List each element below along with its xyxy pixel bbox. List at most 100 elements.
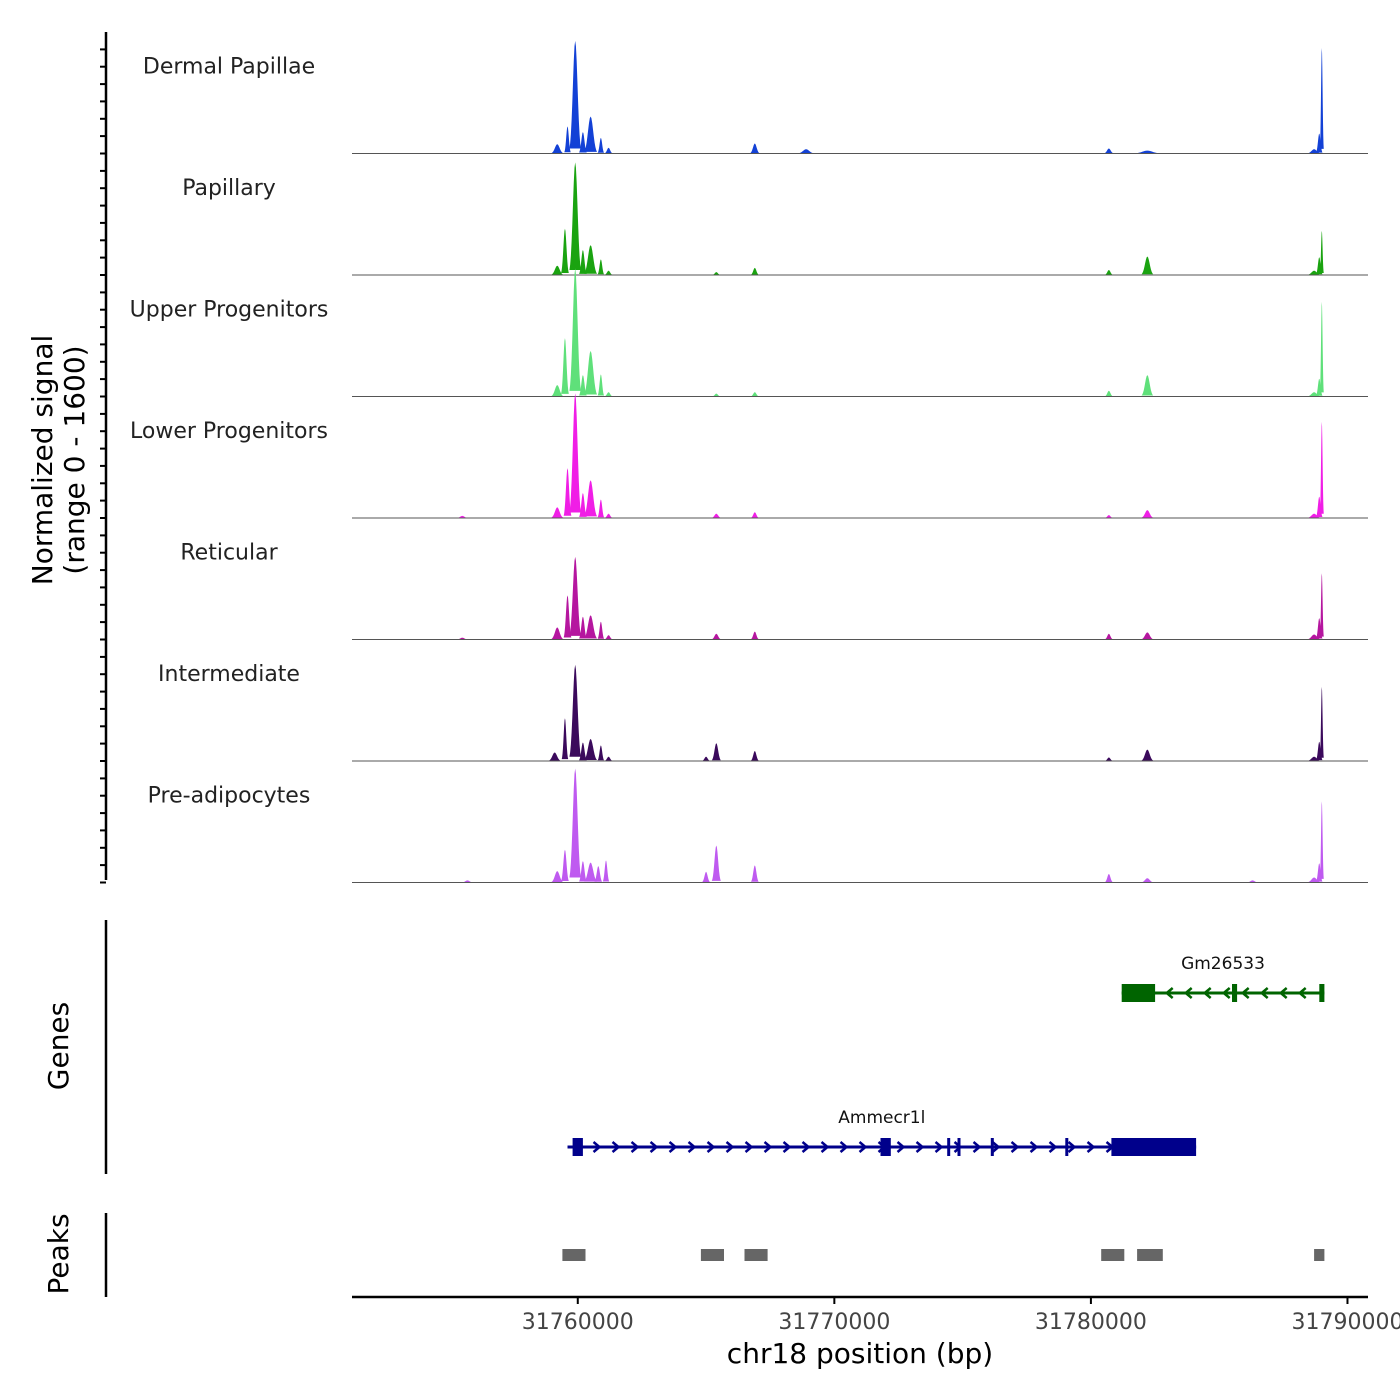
signal-peak-upper-progenitors-2: [569, 268, 581, 391]
signal-peak-pre-adipocytes-2: [561, 849, 569, 882]
x-tick-label: 31780000: [1035, 1310, 1147, 1335]
signal-peak-dermal-papillae-2: [569, 40, 581, 149]
strand-arrow-gm26533: [1164, 987, 1174, 999]
strand-arrow-gm26533: [1240, 987, 1250, 999]
signal-peak-intermediate-0: [548, 752, 561, 761]
track-label-papillary: Papillary: [182, 176, 276, 201]
track-label-pre-adipocytes: Pre-adipocytes: [148, 784, 311, 809]
genes-panel: Gm26533 Ammecr1l: [104, 920, 1325, 1174]
x-tick-label: 31770000: [778, 1310, 890, 1335]
genes-axis-title: Genes: [42, 1002, 75, 1090]
signal-peak-lower-progenitors-7: [604, 513, 613, 518]
signal-peak-dermal-papillae-7: [750, 143, 760, 154]
signal-peak-pre-adipocytes-1: [551, 871, 564, 882]
peak-region-3: [1101, 1249, 1125, 1261]
signal-peak-intermediate-9: [750, 751, 759, 761]
exon-ammecr1l-2: [947, 1138, 951, 1156]
signal-peak-upper-progenitors-7: [712, 393, 721, 397]
signal-peak-dermal-papillae-8: [798, 149, 814, 154]
track-label-intermediate: Intermediate: [158, 662, 300, 687]
strand-arrow-ammecr1l: [839, 1141, 849, 1153]
track-label-reticular: Reticular: [180, 541, 278, 566]
strand-arrow-gm26533: [1221, 987, 1231, 999]
exon-ammecr1l-1: [880, 1138, 891, 1156]
signal-peak-reticular-3: [569, 556, 581, 636]
signal-peak-pre-adipocytes-12: [1141, 878, 1154, 883]
signal-peak-reticular-7: [604, 635, 613, 640]
signal-peak-upper-progenitors-6: [604, 392, 613, 397]
exon-ammecr1l-0: [572, 1138, 583, 1156]
strand-arrow-ammecr1l: [1086, 1141, 1096, 1153]
exon-ammecr1l-6: [1111, 1138, 1197, 1156]
signal-peak-dermal-papillae-1: [564, 126, 571, 153]
signal-peak-lower-progenitors-6: [597, 499, 605, 518]
exon-ammecr1l-4: [990, 1138, 994, 1156]
peak-region-2: [744, 1249, 768, 1261]
y-axis-ticks: [100, 32, 108, 884]
strand-arrow-ammecr1l: [972, 1141, 982, 1153]
track-label-upper-progenitors: Upper Progenitors: [130, 298, 329, 323]
strand-arrow-ammecr1l: [820, 1141, 830, 1153]
signal-peak-lower-progenitors-8: [711, 513, 721, 518]
signal-peak-intermediate-6: [604, 756, 613, 761]
signal-peak-reticular-6: [597, 621, 605, 639]
signal-peak-upper-progenitors-1: [561, 338, 569, 394]
strand-arrow-ammecr1l: [649, 1141, 659, 1153]
signal-peak-lower-progenitors-2: [563, 468, 572, 516]
signal-peak-intermediate-10: [1105, 757, 1113, 761]
gene-label-ammecr1l: Ammecr1l: [838, 1108, 925, 1128]
strand-arrow-ammecr1l: [592, 1141, 602, 1153]
signal-peak-intermediate-4: [584, 738, 598, 761]
signal-peak-upper-progenitors-5: [597, 374, 605, 396]
track-label-dermal-papillae: Dermal Papillae: [143, 55, 315, 80]
signal-peak-intermediate-3: [579, 742, 587, 761]
signal-peak-lower-progenitors-4: [579, 493, 587, 517]
y-axis-title-line1: Normalized signal: [26, 335, 59, 586]
coverage-tracks: Dermal Papillae Papillary Upper Progenitor…: [130, 40, 1368, 883]
signal-peak-papillary-1: [561, 228, 569, 273]
strand-arrow-ammecr1l: [725, 1141, 735, 1153]
strand-arrow-ammecr1l: [706, 1141, 716, 1153]
signal-peak-intermediate-5: [597, 745, 605, 761]
signal-peak-lower-progenitors-5: [584, 480, 598, 517]
signal-peak-intermediate-2: [569, 664, 581, 757]
signal-peak-reticular-4: [579, 616, 587, 639]
signal-peak-intermediate-8: [711, 743, 721, 761]
exon-gm26533-2: [1319, 984, 1325, 1002]
signal-peak-lower-progenitors-0: [457, 515, 468, 518]
signal-peak-pre-adipocytes-8: [702, 871, 710, 883]
signal-peak-lower-progenitors-10: [1105, 515, 1113, 518]
signal-peak-papillary-2: [569, 162, 581, 271]
signal-peak-upper-progenitors-9: [1105, 390, 1113, 397]
strand-arrow-ammecr1l: [744, 1141, 754, 1153]
signal-peak-lower-progenitors-14: [1319, 421, 1324, 514]
x-tick-label: 31790000: [1291, 1310, 1400, 1335]
signal-peak-pre-adipocytes-10: [750, 865, 759, 882]
signal-peak-reticular-8: [711, 633, 721, 640]
strand-arrow-gm26533: [1202, 987, 1212, 999]
strand-arrow-ammecr1l: [1029, 1141, 1039, 1153]
strand-arrow-ammecr1l: [668, 1141, 678, 1153]
signal-peak-papillary-6: [604, 270, 613, 275]
strand-arrow-ammecr1l: [782, 1141, 792, 1153]
exon-ammecr1l-5: [1065, 1138, 1069, 1156]
track-label-lower-progenitors: Lower Progenitors: [130, 419, 328, 444]
signal-peak-papillary-9: [1105, 270, 1113, 275]
signal-peak-papillary-4: [584, 245, 598, 274]
signal-peak-papillary-13: [1319, 230, 1324, 274]
peak-region-0: [562, 1249, 586, 1261]
peak-region-5: [1314, 1249, 1325, 1261]
strand-arrow-ammecr1l: [1067, 1141, 1077, 1153]
signal-peak-upper-progenitors-13: [1319, 301, 1324, 393]
signal-peak-upper-progenitors-8: [750, 392, 759, 397]
signal-peak-papillary-10: [1141, 256, 1154, 275]
signal-peak-reticular-9: [750, 631, 759, 640]
x-axis: 31760000 31770000 31780000 31790000: [352, 1295, 1400, 1335]
signal-peak-intermediate-1: [561, 718, 569, 760]
signal-peak-reticular-11: [1141, 632, 1154, 640]
exon-ammecr1l-3: [957, 1138, 961, 1156]
signal-peak-upper-progenitors-3: [579, 375, 587, 396]
signal-peak-papillary-8: [750, 267, 759, 275]
signal-peak-reticular-10: [1105, 633, 1113, 640]
